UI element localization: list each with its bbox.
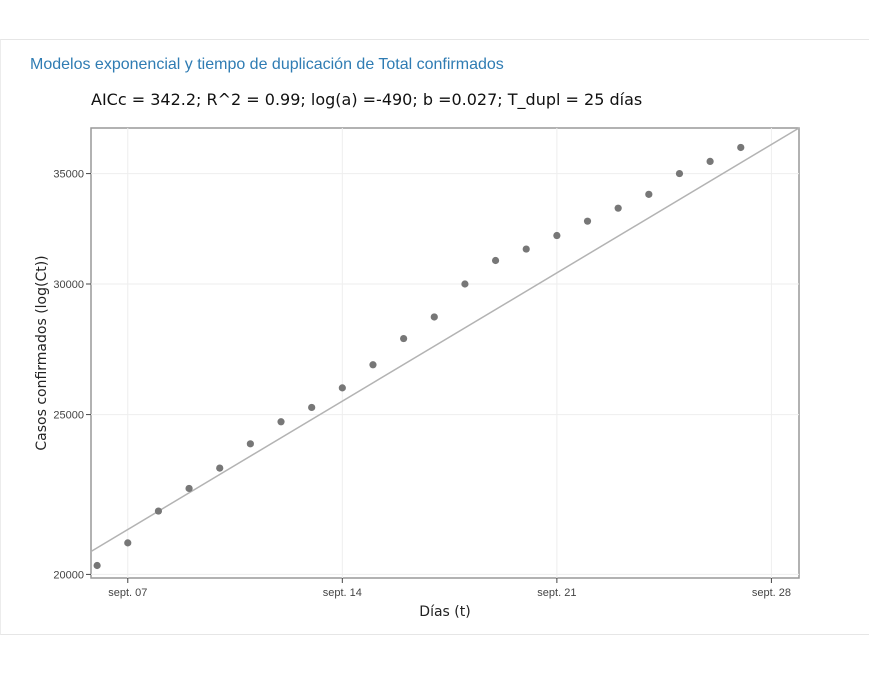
data-point: [491, 256, 500, 265]
data-point: [308, 403, 316, 412]
x-axis-ticks: sept. 07 sept. 14 sept. 21 sept. 28: [108, 578, 791, 599]
data-point: [553, 231, 561, 240]
data-point: [706, 157, 714, 166]
data-point: [185, 484, 193, 493]
data-point: [216, 464, 224, 472]
grid-lines: [91, 128, 799, 578]
data-point: [614, 204, 622, 212]
data-point: [522, 245, 530, 253]
data-point: [154, 507, 163, 515]
data-point: [645, 190, 653, 198]
y-tick-label: 30000: [53, 279, 84, 291]
y-tick-label: 20000: [53, 569, 84, 581]
data-point: [369, 361, 377, 369]
data-point: [737, 143, 745, 152]
fit-line-group: [90, 127, 800, 553]
data-point: [93, 561, 101, 570]
chart-heading: Modelos exponencial y tiempo de duplicac…: [30, 56, 504, 73]
data-point: [583, 217, 592, 225]
data-point: [400, 334, 408, 343]
y-tick-label: 25000: [53, 410, 84, 422]
x-tick-label: sept. 14: [323, 587, 362, 599]
data-point: [338, 384, 346, 392]
x-tick-label: sept. 21: [537, 587, 576, 599]
data-point: [675, 169, 684, 178]
data-point: [461, 280, 469, 288]
data-point: [246, 440, 254, 448]
plot-frame: [90, 127, 800, 579]
y-tick-label: 35000: [53, 169, 84, 181]
x-axis-title: Días (t): [419, 604, 470, 620]
y-axis-ticks: 20000 25000 30000 35000: [53, 169, 91, 581]
data-point: [430, 313, 438, 321]
data-point: [277, 418, 285, 426]
x-tick-label: sept. 28: [752, 587, 791, 599]
y-axis-title: Casos confirmados (log(Ct)): [34, 255, 50, 450]
data-point: [124, 539, 132, 547]
data-points: [93, 143, 745, 570]
x-tick-label: sept. 07: [108, 587, 147, 599]
chart-subtitle: AICc = 342.2; R^2 = 0.99; log(a) =-490; …: [91, 90, 643, 109]
fit-line: [90, 127, 800, 553]
